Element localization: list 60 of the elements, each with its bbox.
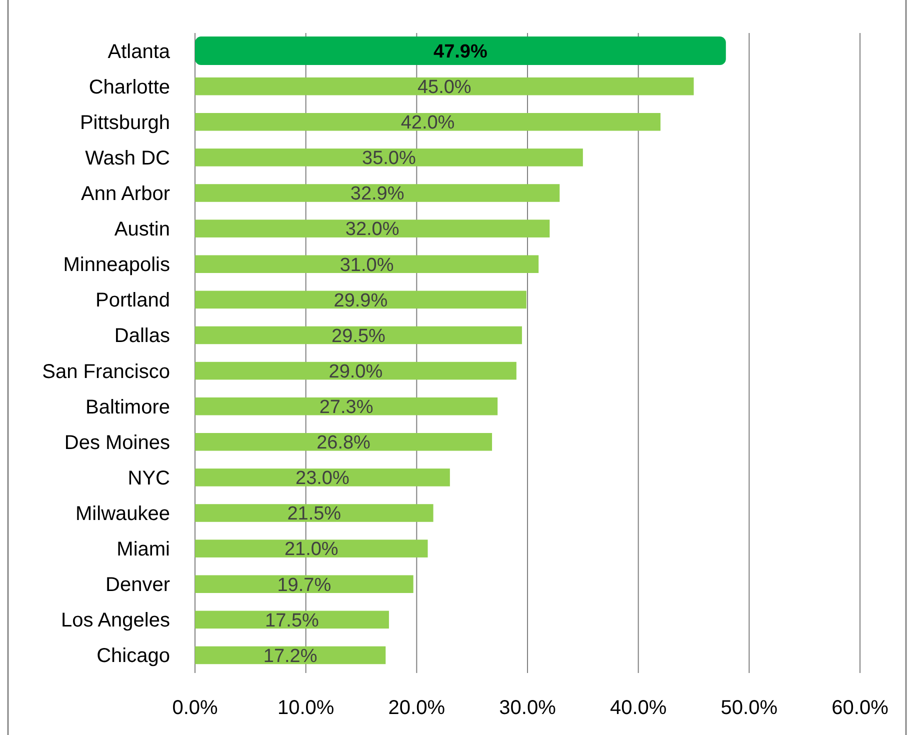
y-tick-label: Des Moines xyxy=(64,432,170,454)
data-label: 21.0% xyxy=(284,539,338,560)
data-label: 45.0% xyxy=(417,76,472,98)
y-tick-label: Wash DC xyxy=(85,147,170,170)
data-label: 27.3% xyxy=(319,396,374,418)
bar xyxy=(195,77,694,96)
y-tick-label: Denver xyxy=(106,574,170,596)
y-tick-label: San Francisco xyxy=(42,360,170,383)
y-tick-label: Austin xyxy=(114,218,170,241)
data-label: 29.9% xyxy=(334,290,388,312)
bar xyxy=(195,397,498,416)
data-label: 19.7% xyxy=(277,574,332,596)
bar xyxy=(195,113,660,131)
y-tick-label: Milwaukee xyxy=(76,503,170,525)
bar xyxy=(195,255,539,273)
y-tick-label: Dallas xyxy=(114,325,170,348)
data-label: 17.2% xyxy=(263,646,318,667)
x-tick-label: 30.0% xyxy=(499,697,556,719)
x-tick-label: 10.0% xyxy=(277,697,334,719)
bar xyxy=(195,540,428,558)
data-label: 32.0% xyxy=(345,219,400,240)
bar xyxy=(195,184,560,202)
x-tick-label: 50.0% xyxy=(720,697,778,719)
bar xyxy=(195,575,414,593)
data-label: 26.8% xyxy=(316,432,371,454)
data-label: 35.0% xyxy=(362,148,416,170)
bar xyxy=(195,362,516,380)
bar xyxy=(195,326,522,344)
data-label: 47.9% xyxy=(434,41,488,62)
y-tick-label: Chicago xyxy=(96,645,170,668)
data-label: 21.5% xyxy=(287,504,342,525)
bar xyxy=(195,220,550,238)
data-label: 29.5% xyxy=(332,326,386,347)
x-tick-label: 40.0% xyxy=(610,697,667,719)
bar xyxy=(195,290,526,309)
y-tick-label: Baltimore xyxy=(86,396,170,418)
bar xyxy=(195,468,450,486)
bar xyxy=(195,504,434,522)
y-tick-label: Portland xyxy=(96,290,170,312)
y-tick-label: NYC xyxy=(128,467,170,490)
bar xyxy=(195,148,583,166)
data-label: 23.0% xyxy=(296,468,350,490)
x-tick-label: 0.0% xyxy=(172,697,218,719)
x-tick-label: 60.0% xyxy=(832,697,889,719)
y-tick-label: Ann Arbor xyxy=(81,183,170,205)
bar xyxy=(195,646,386,664)
data-label: 17.5% xyxy=(265,610,320,632)
data-label: 42.0% xyxy=(400,112,455,134)
data-label: 29.0% xyxy=(328,361,383,382)
data-label: 31.0% xyxy=(340,254,394,276)
bar xyxy=(195,433,492,451)
bar xyxy=(195,610,389,629)
y-tick-label: Miami xyxy=(116,538,170,561)
y-tick-label: Charlotte xyxy=(88,76,170,98)
y-tick-label: Minneapolis xyxy=(63,254,170,276)
y-tick-label: Atlanta xyxy=(108,40,171,63)
data-label: 32.9% xyxy=(350,184,404,205)
x-tick-label: 20.0% xyxy=(388,697,446,719)
y-tick-label: Los Angeles xyxy=(61,610,170,632)
y-tick-label: Pittsburgh xyxy=(80,112,170,134)
